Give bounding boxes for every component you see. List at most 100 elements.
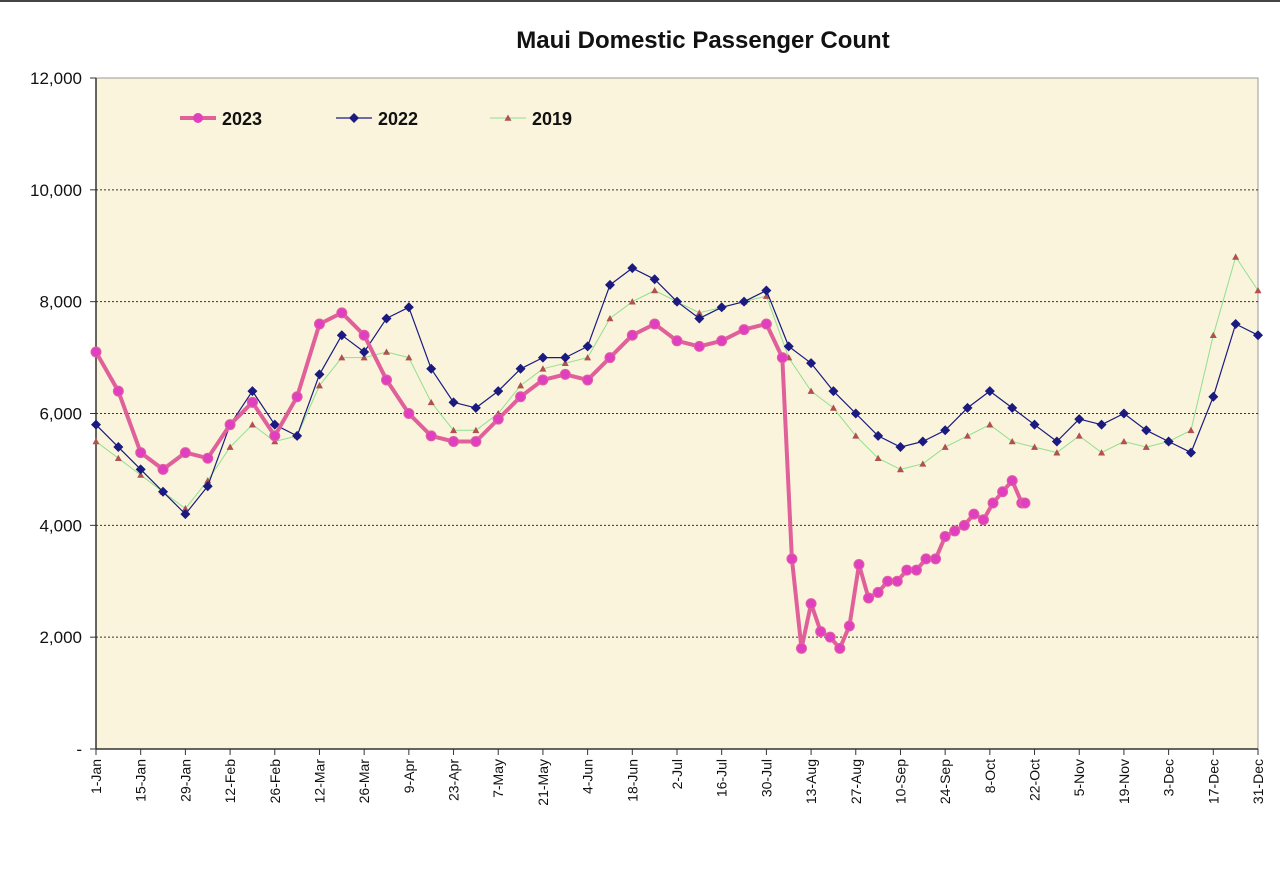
xtick-label-5: 12-Mar (311, 759, 327, 804)
x-axis-ticks: 1-Jan 15-Jan 29-Jan 12-Feb 26-Feb 12-Mar 26-Ma… (88, 749, 1266, 806)
point-2019-11 (338, 354, 346, 361)
point-2019-7 (248, 421, 256, 428)
point-2023-24 (626, 329, 638, 341)
xtick-label-15: 30-Jul (758, 759, 774, 797)
point-2023-18 (492, 413, 504, 425)
xtick-label-19: 24-Sep (937, 759, 953, 804)
ytick-label-3: 6,000 (39, 405, 82, 424)
point-2022-18 (493, 386, 504, 397)
point-2019-44 (1075, 432, 1083, 439)
point-2023-22 (582, 374, 594, 386)
point-2019-52 (1254, 286, 1262, 294)
point-2019-37 (919, 460, 927, 467)
point-2022-49 (1185, 447, 1196, 458)
point-2023-19 (515, 391, 527, 403)
ytick-label-6: 12,000 (30, 69, 82, 88)
point-2023-4 (179, 447, 191, 459)
point-2022-30 (761, 285, 772, 296)
point-2023-55 (1006, 475, 1018, 487)
point-2019-42 (1031, 443, 1039, 450)
point-2022-44 (1074, 414, 1085, 425)
point-2023-29 (738, 324, 750, 336)
legend-label-2023: 2023 (222, 109, 262, 129)
point-2022-33 (828, 386, 839, 397)
point-2023-28 (716, 335, 728, 347)
point-2019-43 (1053, 449, 1061, 456)
legend-label-2019: 2019 (532, 109, 572, 129)
point-2019-32 (807, 387, 815, 394)
point-2019-34 (852, 432, 860, 439)
point-2022-14 (403, 302, 414, 313)
series-2019 (92, 253, 1262, 512)
point-2019-6 (226, 443, 234, 450)
point-2023-17 (470, 435, 482, 447)
point-2019-25 (651, 286, 659, 294)
point-2023-26 (671, 335, 683, 347)
point-2022-50 (1208, 391, 1219, 402)
point-2023-8 (269, 430, 281, 442)
point-2022-38 (940, 425, 951, 436)
point-2019-16 (450, 426, 458, 434)
point-2019-17 (472, 426, 480, 434)
point-2023-6 (224, 419, 236, 431)
point-2022-23 (604, 279, 615, 290)
point-2022-3 (158, 486, 169, 497)
ytick-label-4: 8,000 (39, 293, 82, 312)
point-2022-24 (627, 263, 638, 274)
xtick-label-17: 27-Aug (848, 759, 864, 804)
point-2022-4 (180, 509, 191, 520)
point-2023-14 (403, 408, 415, 419)
point-2019-0 (92, 437, 100, 445)
point-2019-50 (1209, 331, 1217, 339)
point-2023-42 (882, 575, 894, 587)
y-axis-ticks: - 2,000 4,000 6,000 8,000 10,000 12,000 (30, 69, 96, 759)
point-2023-21 (559, 368, 571, 380)
point-2019-4 (181, 505, 189, 512)
point-2023-2 (135, 447, 147, 459)
legend-label-2022: 2022 (378, 109, 418, 129)
point-2023-52 (977, 514, 989, 526)
xtick-label-10: 21-May (535, 759, 551, 806)
chart-title: Maui Domestic Passenger Count (516, 27, 889, 54)
point-2023-20 (537, 374, 549, 386)
point-2023-7 (246, 396, 258, 408)
point-2023-30 (760, 318, 772, 330)
point-2019-33 (829, 404, 837, 411)
point-2019-38 (941, 443, 949, 450)
point-2022-34 (850, 408, 861, 419)
point-2022-26 (672, 296, 682, 307)
point-2023-45 (910, 564, 922, 576)
xtick-label-14: 16-Jul (714, 759, 730, 797)
series-2023 (90, 307, 1031, 654)
point-2019-10 (315, 382, 323, 389)
point-2019-40 (986, 421, 994, 428)
legend-marker-2019 (504, 114, 512, 121)
xtick-label-4: 26-Feb (267, 759, 283, 804)
xtick-label-8: 23-Apr (446, 759, 462, 801)
point-2023-46 (920, 553, 932, 565)
point-2019-22 (584, 354, 592, 361)
point-2023-38 (843, 620, 855, 632)
legend-marker-2022 (349, 113, 359, 123)
point-2022-46 (1118, 408, 1129, 419)
point-2023-49 (949, 525, 961, 537)
ytick-label-0: - (76, 740, 82, 759)
point-2019-1 (114, 454, 122, 462)
point-2023-57 (1019, 497, 1031, 509)
point-2023-48 (939, 531, 951, 543)
point-2023-44 (901, 564, 913, 576)
ytick-label-1: 2,000 (39, 628, 82, 647)
point-2022-7 (247, 386, 258, 397)
xtick-label-1: 15-Jan (133, 759, 149, 802)
point-2019-15 (427, 398, 435, 406)
point-2022-22 (582, 341, 593, 352)
point-2023-32 (786, 553, 798, 565)
legend: 2023 2022 2019 (180, 109, 572, 129)
point-2022-43 (1051, 436, 1062, 447)
xtick-label-9: 7-May (490, 759, 506, 798)
xtick-label-24: 3-Dec (1161, 759, 1177, 796)
ytick-label-2: 4,000 (39, 516, 82, 535)
point-2019-35 (874, 454, 882, 462)
point-2023-13 (381, 374, 392, 386)
